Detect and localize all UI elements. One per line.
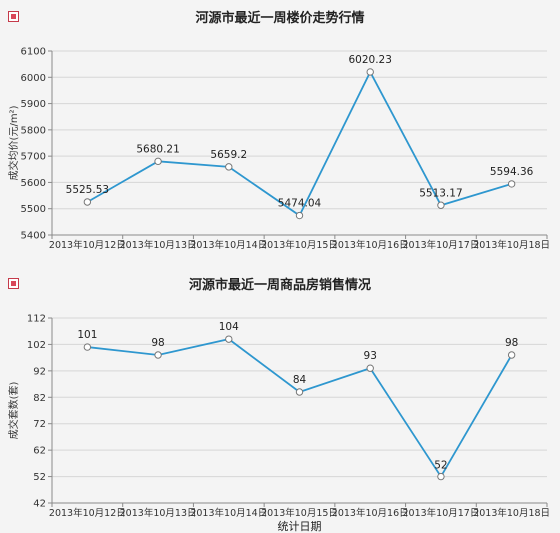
y-tick-label: 102 (27, 340, 46, 351)
data-label: 6020.23 (349, 54, 392, 66)
sales-volume-plot: 42 52 62 72 82 92 102 112 2013年10月12日2013年10月13日… (7, 314, 550, 533)
x-tick-label: 2013年10月15日 (261, 507, 338, 519)
export-icon[interactable] (8, 11, 19, 22)
data-label: 5513.17 (419, 187, 462, 199)
y-tick-label: 5400 (21, 231, 46, 242)
y-tick-label: 5800 (21, 125, 46, 136)
x-tick-label: 2013年10月15日 (261, 239, 338, 251)
data-label: 5594.36 (490, 166, 534, 178)
x-tick-label: 2013年10月18日 (473, 507, 550, 519)
data-label: 104 (219, 321, 239, 333)
x-tick-label: 2013年10月13日 (120, 239, 197, 251)
price-trend-plot: 5400 5500 5600 5700 5800 5900 6000 6100 2013年10月… (7, 47, 550, 252)
data-point[interactable] (366, 364, 374, 372)
chart-title: 河源市最近一周商品房销售情况 (188, 278, 371, 293)
export-icon[interactable] (8, 278, 19, 289)
data-label: 101 (77, 329, 97, 341)
x-tick-label: 2013年10月13日 (120, 507, 197, 519)
data-point[interactable] (437, 201, 445, 209)
y-tick-label: 82 (33, 393, 46, 404)
data-label: 98 (505, 337, 518, 349)
data-label: 5659.2 (210, 149, 247, 161)
data-point[interactable] (154, 351, 162, 359)
data-label: 84 (293, 374, 307, 386)
y-tick-label: 6100 (21, 47, 46, 58)
data-point[interactable] (83, 343, 92, 351)
data-label: 5474.04 (278, 198, 322, 210)
y-tick-label: 5500 (21, 204, 46, 215)
y-tick-label: 72 (33, 419, 46, 430)
data-label: 98 (151, 337, 164, 349)
x-tick-label: 2013年10月14日 (190, 239, 267, 251)
y-axis-label: 成交均价(元/m²) (7, 105, 20, 180)
data-label: 93 (364, 350, 377, 362)
y-tick-label: 42 (33, 499, 46, 510)
price-trend-chart: 河源市最近一周楼价走势行情 5400 5500 5600 5700 5800 5900 60… (0, 0, 560, 266)
y-tick-label: 6000 (21, 73, 46, 84)
data-point[interactable] (366, 68, 374, 76)
data-label: 5525.53 (66, 184, 109, 196)
x-axis-label: 统计日期 (278, 520, 322, 533)
data-label: 5680.21 (136, 143, 179, 155)
y-tick-label: 92 (33, 366, 46, 377)
data-point[interactable] (437, 472, 445, 481)
data-point[interactable] (225, 163, 233, 171)
x-tick-label: 2013年10月12日 (49, 239, 126, 251)
y-tick-label: 62 (33, 446, 46, 457)
series-line (87, 338, 513, 479)
data-point[interactable] (507, 180, 516, 188)
data-point[interactable] (507, 351, 516, 359)
x-tick-label: 2013年10月16日 (332, 507, 409, 519)
y-tick-label: 52 (33, 472, 46, 483)
x-tick-label: 2013年10月16日 (332, 239, 409, 251)
data-label: 52 (434, 460, 447, 472)
sales-volume-chart: 河源市最近一周商品房销售情况 42 52 62 72 82 92 102 112 2013年10… (0, 267, 560, 533)
y-tick-label: 112 (27, 314, 46, 325)
y-tick-label: 5900 (21, 99, 46, 110)
chart-title: 河源市最近一周楼价走势行情 (195, 11, 365, 26)
x-tick-label: 2013年10月17日 (402, 239, 479, 251)
y-tick-label: 5700 (21, 152, 46, 163)
data-point[interactable] (295, 388, 304, 396)
data-point[interactable] (225, 335, 233, 343)
data-point[interactable] (295, 211, 304, 220)
x-tick-label: 2013年10月14日 (190, 507, 267, 519)
data-point[interactable] (154, 157, 162, 166)
data-point[interactable] (83, 198, 92, 206)
x-tick-label: 2013年10月12日 (49, 507, 126, 519)
y-axis-label: 成交套数(套) (7, 382, 20, 440)
x-tick-label: 2013年10月17日 (402, 507, 479, 519)
x-tick-label: 2013年10月18日 (473, 239, 550, 251)
y-tick-label: 5600 (21, 178, 46, 189)
